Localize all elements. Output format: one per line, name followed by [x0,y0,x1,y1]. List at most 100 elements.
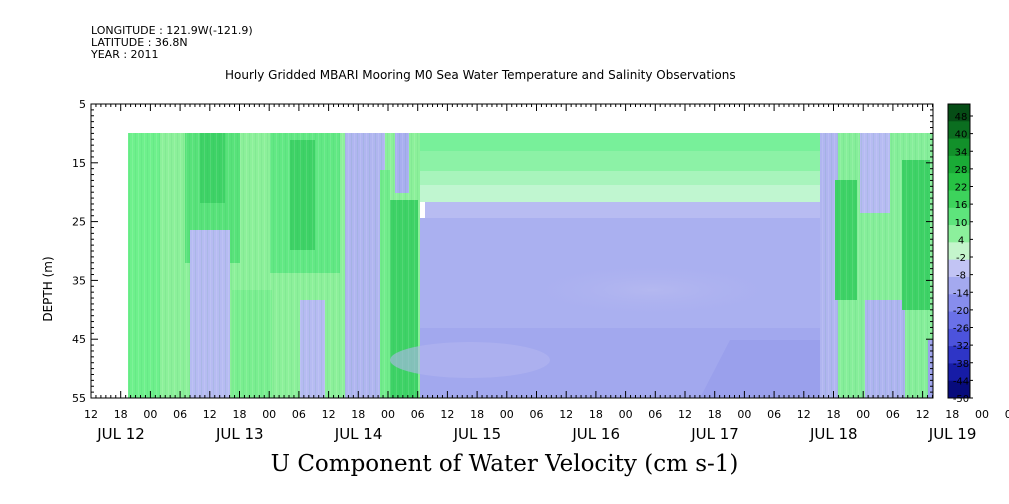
x-tick-label: 00 [143,408,157,421]
x-tick-label: 18 [351,408,365,421]
velocity-field [128,133,933,398]
colorbar-label: -50 [953,394,969,405]
x-tick-label: 12 [322,408,336,421]
y-tick-label: 35 [72,274,86,287]
colorbar-label: 10 [955,218,968,229]
x-tick-label: 18 [708,408,722,421]
chart-title: Hourly Gridded MBARI Mooring M0 Sea Wate… [225,68,736,82]
colorbar-label: 28 [955,165,968,176]
colorbar-label: -26 [953,324,969,335]
colorbar: 48 40 34 28 22 16 10 4 -2 -8 -14 -20 -26 -32 -38 -44 -50 [947,103,973,405]
colorbar-label: -20 [953,306,969,317]
colorbar-swatch [948,190,970,209]
colorbar-swatch [948,311,970,330]
x-tick-label: 06 [767,408,781,421]
x-tick-label: 18 [827,408,841,421]
x-axis: 12 18 00 06 12 18 00 06 12 18 00 06 12 18 00 06 12 18 00 06… [84,104,1009,443]
colorbar-swatch [948,155,970,174]
x-tick-label: 12 [559,408,573,421]
colorbar-label: 4 [958,235,964,246]
colorbar-label: 16 [955,200,968,211]
x-tick-label: 12 [916,408,930,421]
x-tick-label: 06 [411,408,425,421]
y-tick-label: 5 [79,98,86,111]
colorbar-swatch [948,276,970,295]
x-tick-label: 00 [381,408,395,421]
middle-deep-wedge [700,340,820,398]
colorbar-swatch [948,138,970,157]
colorbar-swatch [948,121,970,140]
colorbar-swatch [948,380,970,399]
y-tick-label: 55 [72,392,86,405]
x-tick-label: 06 [530,408,544,421]
y-axis: 5 15 25 35 45 55 [72,98,933,405]
colorbar-label: 22 [955,183,968,194]
x-tick-label: 06 [886,408,900,421]
middle-lens-2 [390,342,550,378]
colorbar-swatch [948,207,970,226]
middle-lavender-top [425,202,820,218]
x-tick-label: 12 [678,408,692,421]
latitude-label: LATITUDE : 36.8N [91,36,188,49]
longitude-label: LONGITUDE : 121.9W(-121.9) [91,24,253,37]
x-tick-label: 12 [440,408,454,421]
x-date-label: JUL 14 [334,425,383,443]
middle-light-green [420,171,820,185]
colorbar-swatch [948,259,970,278]
colorbar-swatch [948,328,970,347]
colorbar-label: -32 [953,341,969,352]
x-date-label: JUL 17 [690,425,739,443]
colorbar-swatch [948,225,970,243]
colorbar-swatch [948,294,970,313]
y-tick-label: 25 [72,216,86,229]
x-tick-label: 00 [262,408,276,421]
x-tick-label: 06 [292,408,306,421]
colorbar-label: 48 [955,112,968,123]
region-left-texture [128,133,420,398]
x-tick-label: 06 [173,408,187,421]
x-tick-label: 18 [945,408,959,421]
colorbar-label: -38 [953,359,969,370]
x-tick-label: 12 [797,408,811,421]
year-label: YEAR : 2011 [91,48,159,61]
middle-top-green [420,133,820,151]
colorbar-swatch [948,346,970,364]
x-date-label: JUL 18 [809,425,858,443]
x-date-label: JUL 19 [928,425,977,443]
x-tick-label: 06 [1005,408,1009,421]
x-tick-label: 12 [203,408,217,421]
x-tick-label: 00 [856,408,870,421]
x-tick-label: 12 [84,408,98,421]
colorbar-frame [947,103,971,399]
x-tick-label: 18 [233,408,247,421]
y-tick-label: 45 [72,333,86,346]
y-axis-label: DEPTH (m) [41,256,55,321]
x-tick-label: 18 [589,408,603,421]
middle-lens-1 [520,265,760,315]
colorbar-label: -14 [953,288,969,299]
x-tick-label: 18 [114,408,128,421]
x-tick-label: 00 [619,408,633,421]
colorbar-label: -8 [956,271,966,282]
colorbar-label: 40 [955,130,968,141]
x-tick-label: 06 [648,408,662,421]
colorbar-swatch [948,363,970,382]
middle-pale-green [420,185,820,202]
x-tick-label: 18 [470,408,484,421]
x-date-label: JUL 15 [453,425,502,443]
x-tick-label: 00 [737,408,751,421]
colorbar-swatch [948,173,970,191]
x-date-label: JUL 16 [571,425,620,443]
colorbar-label: 34 [955,147,968,158]
x-axis-label: U Component of Water Velocity (cm s-1) [270,451,739,477]
region-right-texture [820,133,933,398]
x-date-label: JUL 12 [96,425,145,443]
middle-upper-green [420,151,820,171]
y-tick-label: 15 [72,157,86,170]
colorbar-swatch [948,242,970,261]
colorbar-label: -2 [956,253,966,264]
x-tick-label: 00 [975,408,989,421]
colorbar-label: -44 [953,376,969,387]
colorbar-swatch [948,104,970,122]
